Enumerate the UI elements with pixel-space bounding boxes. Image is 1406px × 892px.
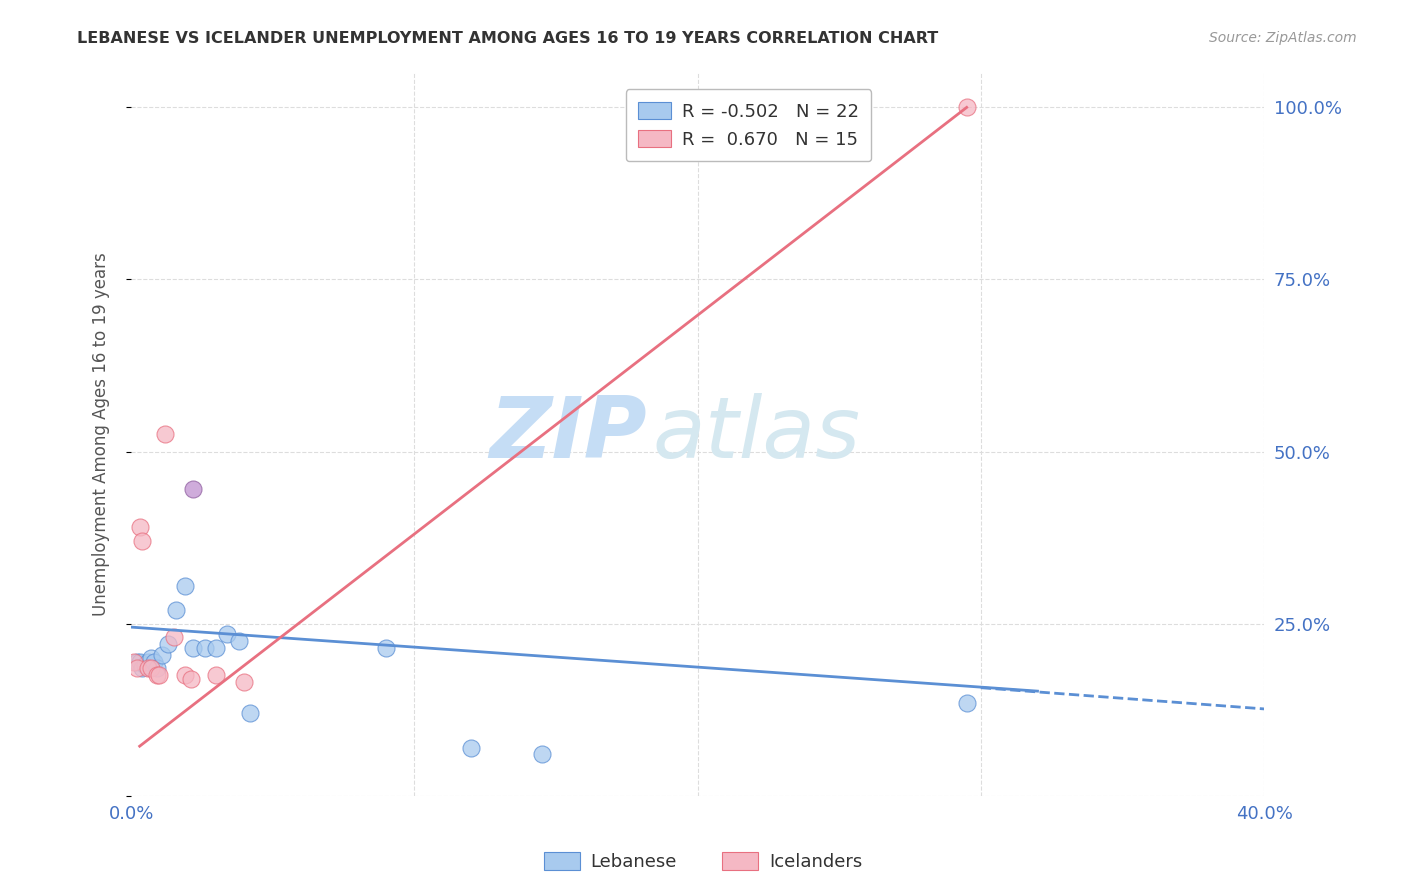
Point (122, 655, 145, 669)
Text: atlas: atlas (652, 392, 860, 475)
Point (150, 648, 173, 662)
Point (128, 655, 150, 669)
Point (145, 661, 167, 675)
Point (131, 661, 153, 675)
Point (145, 668, 167, 682)
Point (131, 534, 153, 549)
Point (174, 668, 197, 682)
Point (956, 100, 979, 114)
Point (153, 427, 176, 442)
Point (139, 661, 162, 675)
Point (125, 661, 148, 675)
Point (183, 483, 205, 497)
Point (156, 637, 179, 651)
Point (205, 668, 228, 682)
Point (233, 675, 256, 690)
Legend: Lebanese, Icelanders: Lebanese, Icelanders (537, 846, 869, 879)
Point (142, 655, 165, 669)
Point (139, 651, 162, 665)
Point (956, 696, 979, 710)
Point (148, 668, 170, 682)
Point (136, 655, 159, 669)
Point (128, 520, 150, 534)
Point (530, 747, 553, 762)
Point (460, 740, 482, 755)
Point (375, 640, 398, 655)
Point (239, 706, 262, 721)
Point (163, 631, 186, 645)
Point (217, 627, 239, 641)
Point (228, 633, 250, 648)
Point (174, 579, 197, 593)
Point (183, 640, 205, 655)
Legend: R = -0.502   N = 22, R =  0.670   N = 15: R = -0.502 N = 22, R = 0.670 N = 15 (626, 89, 872, 161)
Text: ZIP: ZIP (489, 392, 647, 475)
Point (166, 603, 188, 617)
Point (180, 672, 202, 686)
Text: Source: ZipAtlas.com: Source: ZipAtlas.com (1209, 31, 1357, 45)
Point (125, 655, 148, 669)
Point (194, 640, 217, 655)
Point (205, 640, 228, 655)
Text: LEBANESE VS ICELANDER UNEMPLOYMENT AMONG AGES 16 TO 19 YEARS CORRELATION CHART: LEBANESE VS ICELANDER UNEMPLOYMENT AMONG… (77, 31, 939, 46)
Point (136, 661, 159, 675)
Y-axis label: Unemployment Among Ages 16 to 19 years: Unemployment Among Ages 16 to 19 years (93, 252, 110, 616)
Point (134, 657, 156, 672)
